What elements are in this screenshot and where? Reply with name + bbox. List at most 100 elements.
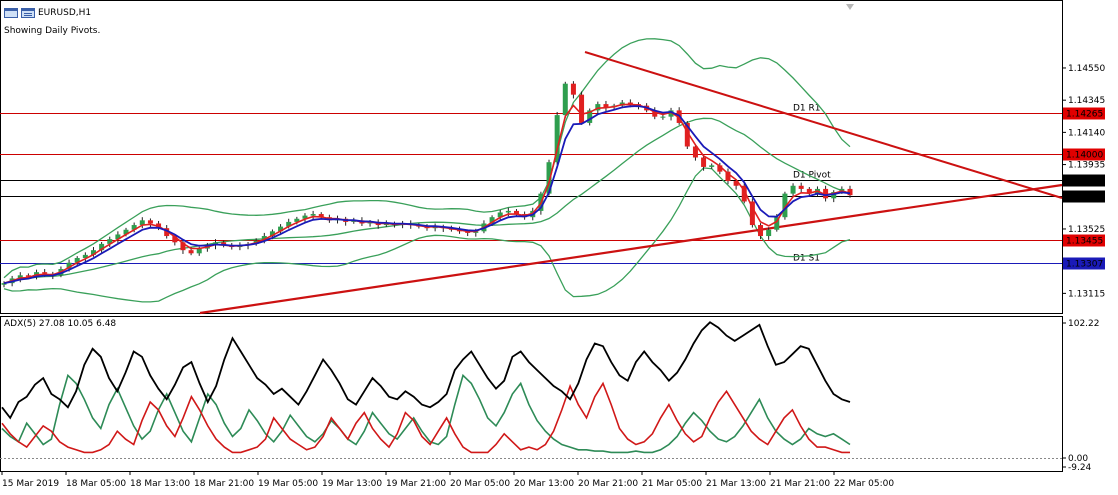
bull-candle [286, 221, 292, 227]
scroll-marker-icon[interactable] [846, 4, 854, 10]
bull-candle [595, 104, 601, 111]
time-tick-label: 21 Mar 13:00 [706, 479, 766, 489]
trend-lines [199, 51, 1063, 315]
time-tick-label: 20 Mar 21:00 [578, 479, 638, 489]
price-tick-label: 1.13525 [1068, 225, 1105, 235]
adx-tick-label: 0.00 [1068, 454, 1088, 464]
pivot-line-label: D1 Pivot [793, 171, 831, 181]
price-badge-label: 1.14000 [1066, 151, 1103, 161]
bear-candle [758, 225, 764, 237]
bull-candle [66, 262, 72, 270]
chart-window-icon[interactable] [21, 8, 35, 18]
bull-candle [99, 243, 105, 251]
bull-candle [17, 275, 23, 279]
bear-candle [180, 242, 186, 251]
bull-candle [261, 236, 267, 241]
bull-candle [554, 115, 560, 163]
bear-candle [627, 102, 633, 105]
pivot-subtitle: Showing Daily Pivots. [4, 26, 101, 36]
chart-header: EURUSD,H1 [4, 8, 91, 18]
adx-tick-label: 102.22 [1068, 319, 1100, 329]
bear-candle [701, 157, 707, 167]
bull-candle [294, 218, 300, 222]
bear-candle [692, 146, 698, 158]
price-tick-label: 1.14345 [1068, 96, 1105, 106]
price-axis: 1.14550 1.14345 1.14140 1.13935 1.13525 1.131… [1062, 64, 1105, 299]
bull-candle [302, 215, 308, 219]
bear-candle [318, 214, 324, 218]
bull-candle [562, 83, 568, 116]
adx-tick-label: -9.24 [1068, 463, 1092, 473]
bull-candle [310, 214, 316, 216]
pivot-levels: D1 R1 1.14265 1.14000 D1 Pivot 1.13836 1.1373… [0, 104, 1105, 270]
price-badge [1063, 174, 1105, 187]
time-tick-label: 15 Mar 2019 [2, 479, 59, 489]
pivot-line-label: D1 R1 [793, 104, 821, 114]
price-badge [1063, 234, 1105, 247]
time-tick-label: 19 Mar 05:00 [258, 479, 318, 489]
bear-candle [798, 185, 804, 189]
bear-candle [684, 122, 690, 147]
time-tick-label: 19 Mar 13:00 [322, 479, 382, 489]
middle-band [3, 117, 851, 284]
price-badge-label: 1.13455 [1066, 237, 1103, 247]
price-badge-label: 1.13307 [1066, 260, 1103, 270]
price-badge [1063, 190, 1105, 203]
price-badge [1063, 107, 1105, 120]
bear-candle [741, 185, 747, 202]
bear-candle [823, 188, 829, 199]
bull-candle [115, 234, 121, 240]
bull-candle [489, 217, 495, 224]
bear-candle [579, 94, 585, 123]
bull-candle [660, 116, 666, 118]
bear-candle [42, 272, 48, 274]
bear-candle [147, 220, 153, 224]
bull-candle [546, 162, 552, 194]
price-badge-label: 1.13836 [1066, 177, 1103, 187]
adx-axis: 102.22 0.00-9.24 [1062, 319, 1100, 473]
bull-candle [587, 110, 593, 123]
bull-candle [139, 220, 145, 226]
bull-candle [831, 192, 837, 199]
bull-candle [766, 229, 772, 237]
time-tick-label: 20 Mar 05:00 [450, 479, 510, 489]
time-tick-label: 22 Mar 05:00 [834, 479, 894, 489]
adx-panel-frame [0, 316, 1063, 472]
bear-candle [717, 165, 723, 172]
time-tick-label: 20 Mar 13:00 [514, 479, 574, 489]
bull-candle [668, 110, 674, 117]
price-badge-label: 1.14265 [1066, 110, 1103, 120]
bear-candle [749, 201, 755, 226]
descending-trendline [584, 51, 1063, 199]
bull-candle [107, 239, 113, 244]
time-tick-label: 19 Mar 21:00 [386, 479, 446, 489]
upper-band [3, 38, 851, 279]
time-tick-label: 18 Mar 05:00 [66, 479, 126, 489]
bull-candle [497, 212, 503, 218]
ascending-trendline [199, 183, 1063, 315]
price-tick-label: 1.14550 [1068, 64, 1105, 74]
time-tick-label: 18 Mar 21:00 [194, 479, 254, 489]
price-badge-label: 1.13737 [1066, 193, 1103, 203]
bollinger-bands [3, 38, 851, 303]
bear-candle [172, 236, 178, 243]
bull-candle [196, 248, 202, 254]
minus-di-line [1, 381, 850, 454]
window-icon[interactable] [4, 8, 18, 18]
time-axis: 15 Mar 2019 18 Mar 05:00 18 Mar 13:00 18 Ma… [1, 471, 894, 489]
bull-candle [709, 165, 715, 167]
bear-candle [188, 250, 194, 254]
bull-candle [74, 258, 80, 263]
bear-candle [570, 83, 576, 95]
lower-band [3, 167, 851, 303]
price-tick-label: 1.13115 [1068, 289, 1105, 299]
bull-candle [269, 231, 275, 237]
bear-candle [733, 181, 739, 186]
bull-candle [782, 193, 788, 218]
bear-candle [652, 110, 658, 117]
bull-candle [82, 254, 88, 259]
price-tick-label: 1.14140 [1068, 128, 1105, 138]
time-tick-label: 18 Mar 13:00 [130, 479, 190, 489]
adx-main-line [1, 321, 851, 420]
